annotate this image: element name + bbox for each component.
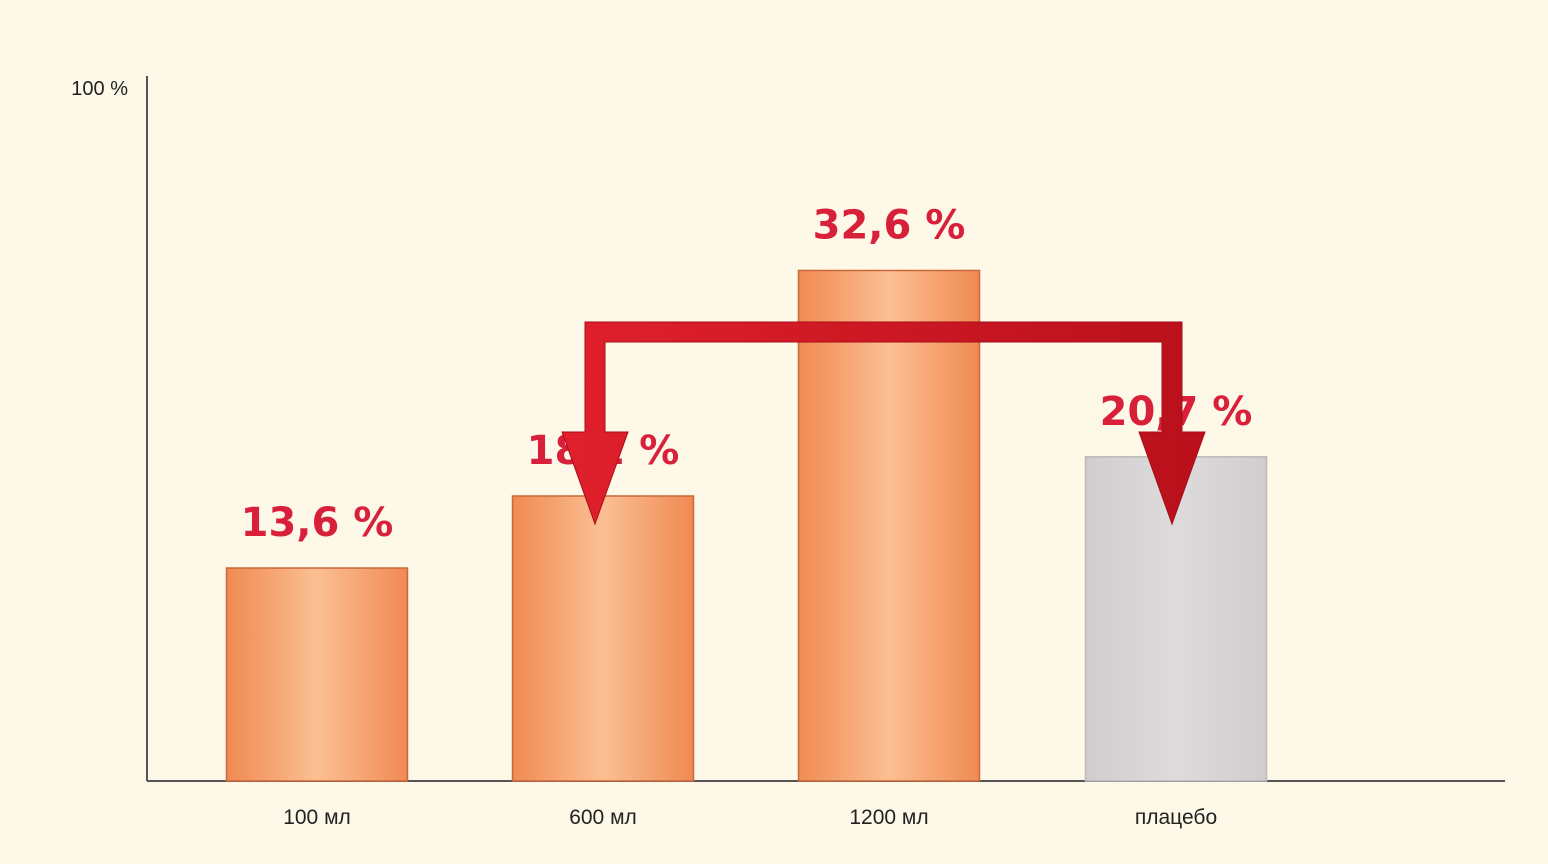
bars-group bbox=[225, 269, 1268, 782]
bar-1 bbox=[225, 567, 409, 782]
category-labels-group: 100 мл 600 мл 1200 мл плацебо bbox=[283, 806, 1217, 829]
value-label-1: 13,6 % bbox=[241, 500, 394, 546]
category-label-4: плацебо bbox=[1135, 806, 1217, 829]
category-label-3: 1200 мл bbox=[849, 806, 928, 829]
value-label-3: 32,6 % bbox=[813, 202, 966, 248]
bar-2 bbox=[511, 495, 695, 782]
bar-3 bbox=[797, 269, 981, 782]
category-label-2: 600 мл bbox=[569, 806, 637, 829]
comparison-bracket-arrow bbox=[561, 321, 1206, 526]
y-axis-tick-label-100: 100 % bbox=[71, 78, 128, 100]
category-label-1: 100 мл bbox=[283, 806, 351, 829]
